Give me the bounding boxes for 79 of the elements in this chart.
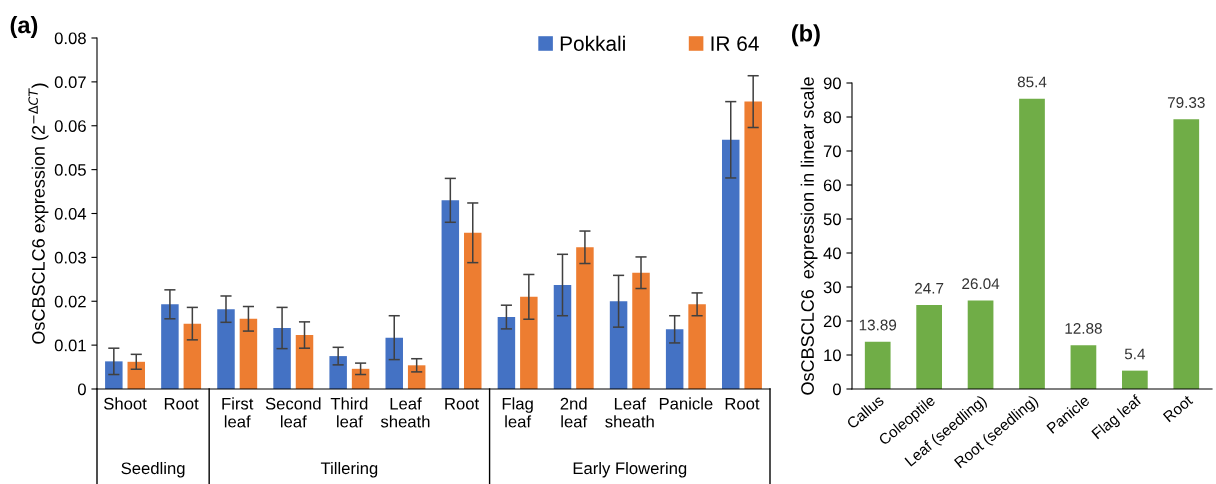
y-tick-label: 10 bbox=[824, 349, 841, 362]
text: Seedling bbox=[121, 461, 185, 478]
y-tick-label: 40 bbox=[823, 247, 841, 260]
y-tick-label: 20 bbox=[823, 315, 841, 328]
y-tick-label: 50 bbox=[823, 213, 841, 226]
x-tick-label: 2nd leaf bbox=[560, 397, 588, 428]
bar bbox=[576, 247, 594, 389]
y-tick-label: 0.01 bbox=[54, 339, 86, 352]
x-tick-label: Second leaf bbox=[265, 397, 321, 428]
data-label: 26.04 bbox=[962, 278, 1000, 290]
x-tick-label: Root bbox=[164, 397, 199, 410]
data-label: 85.4 bbox=[1017, 76, 1047, 88]
y-tick-label: 80 bbox=[823, 111, 841, 124]
bar bbox=[441, 200, 460, 389]
y-tick-label: 0.03 bbox=[54, 251, 86, 264]
bar bbox=[553, 285, 572, 389]
legend-label: IR 64 bbox=[711, 36, 759, 51]
x-tick-label: Third leaf bbox=[330, 397, 368, 428]
bar bbox=[520, 296, 538, 389]
bar bbox=[1019, 98, 1045, 389]
data-label: 24.7 bbox=[915, 282, 944, 294]
bar bbox=[183, 323, 202, 389]
bar bbox=[161, 304, 179, 389]
y-axis-title: OsCBSCLC6 expression in linear scale bbox=[800, 77, 818, 395]
bar bbox=[864, 341, 891, 389]
y-tick-label: 60 bbox=[823, 179, 841, 192]
data-label: 5.4 bbox=[1124, 348, 1146, 360]
x-tick-label: Panicle bbox=[659, 397, 713, 410]
data-label: 79.33 bbox=[1167, 97, 1205, 108]
y-tick-label: 0.02 bbox=[54, 295, 86, 308]
x-tick-label: Leaf sheath bbox=[380, 397, 430, 428]
text: Tillering bbox=[320, 461, 378, 478]
y-tick-label: 0.04 bbox=[54, 207, 87, 220]
bar bbox=[609, 301, 628, 389]
y-tick-label: 0 bbox=[832, 383, 841, 396]
y-tick-label: 0.08 bbox=[54, 32, 86, 45]
y-tick-label: 0.05 bbox=[54, 164, 86, 176]
chart-title: (b) bbox=[791, 24, 820, 47]
text: Early Flowering bbox=[573, 461, 687, 478]
y-tick-label: 0.06 bbox=[54, 120, 86, 132]
bar bbox=[1173, 119, 1200, 389]
bar bbox=[351, 368, 370, 389]
bar bbox=[1070, 345, 1097, 389]
bar bbox=[295, 335, 314, 389]
bar bbox=[464, 232, 482, 389]
data-label: 12.88 bbox=[1065, 323, 1102, 334]
bar bbox=[967, 300, 994, 389]
x-tick-label: First leaf bbox=[222, 397, 254, 428]
chart-title: (a) bbox=[10, 15, 38, 38]
bar bbox=[497, 317, 516, 389]
x-tick-label: Leaf sheath bbox=[605, 397, 654, 428]
bar bbox=[744, 101, 762, 389]
bar bbox=[239, 318, 258, 389]
x-tick-label: Root bbox=[445, 397, 480, 410]
x-tick-label: Flag leaf bbox=[1090, 393, 1145, 442]
bar bbox=[721, 139, 740, 389]
y-axis-title: OsCBSCLC6 expression (2$^{−ΔCT}$) bbox=[28, 83, 49, 344]
bar bbox=[127, 361, 146, 389]
bar bbox=[217, 309, 235, 389]
bar bbox=[1122, 370, 1148, 389]
x-tick-label: Root bbox=[725, 397, 760, 410]
bar bbox=[105, 361, 123, 389]
bar bbox=[665, 329, 684, 389]
data-label: 13.89 bbox=[859, 319, 897, 331]
bar bbox=[385, 337, 403, 389]
bar bbox=[632, 272, 650, 389]
y-tick-label: 0.07 bbox=[54, 76, 86, 89]
bar bbox=[407, 365, 426, 389]
bar bbox=[916, 305, 942, 389]
x-tick-label: Shoot bbox=[104, 397, 147, 410]
x-tick-label: Flag leaf bbox=[502, 397, 533, 428]
y-tick-label: 0 bbox=[77, 383, 86, 396]
bar bbox=[688, 304, 706, 389]
bar bbox=[273, 328, 291, 389]
y-tick-label: 90 bbox=[823, 77, 841, 90]
legend-label: Pokkali bbox=[560, 35, 625, 51]
bar bbox=[329, 356, 347, 389]
y-tick-label: 70 bbox=[823, 145, 841, 158]
y-tick-label: 30 bbox=[823, 281, 841, 294]
